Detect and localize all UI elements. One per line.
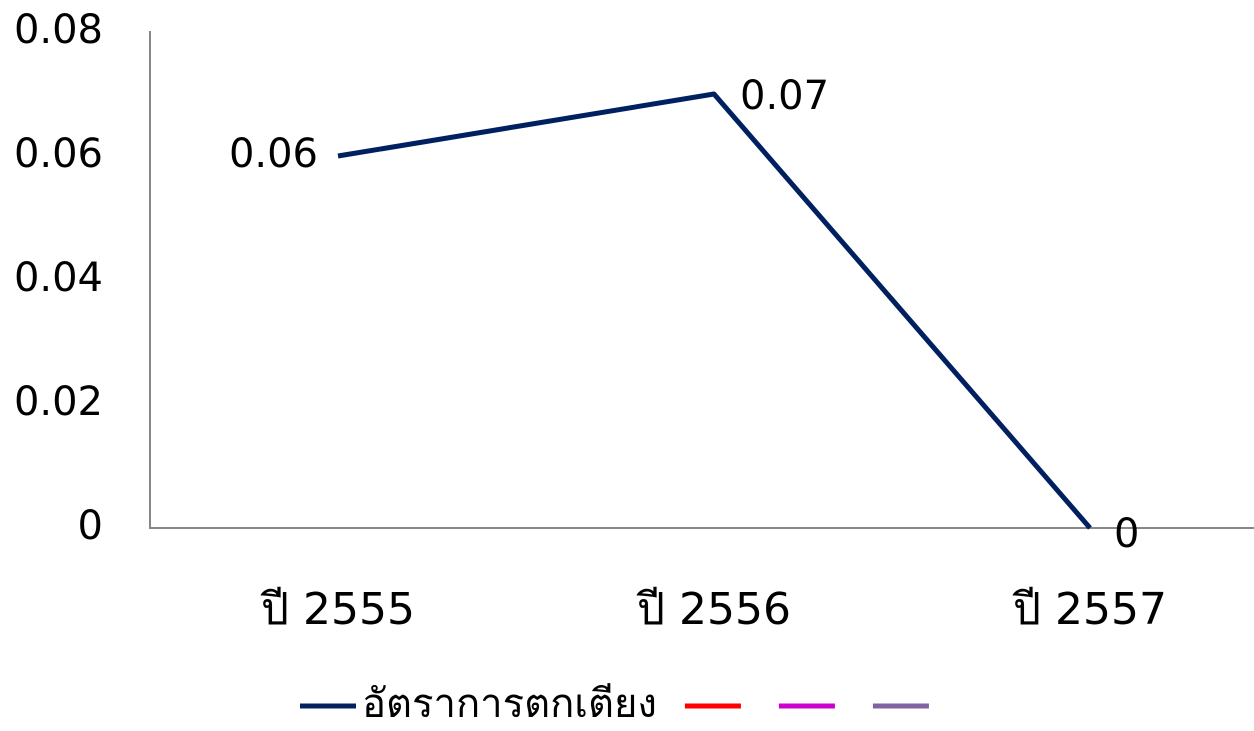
data-label: 0 [1114, 511, 1139, 557]
y-tick-label: 0.02 [14, 379, 103, 425]
y-tick-label: 0 [78, 503, 103, 549]
legend-label: อัตราการตกเตียง [362, 681, 657, 727]
data-line [337, 91, 1092, 530]
x-tick-label: ปี 2557 [1012, 584, 1167, 635]
data-label: 0.06 [229, 131, 318, 177]
y-tick-label: 0.04 [14, 255, 103, 301]
data-label: 0.07 [740, 73, 829, 119]
x-tick-label: ปี 2555 [260, 584, 415, 635]
x-tick-label: ปี 2556 [636, 584, 791, 635]
y-tick-label: 0.08 [14, 7, 103, 53]
y-tick-label: 0.06 [14, 131, 103, 177]
